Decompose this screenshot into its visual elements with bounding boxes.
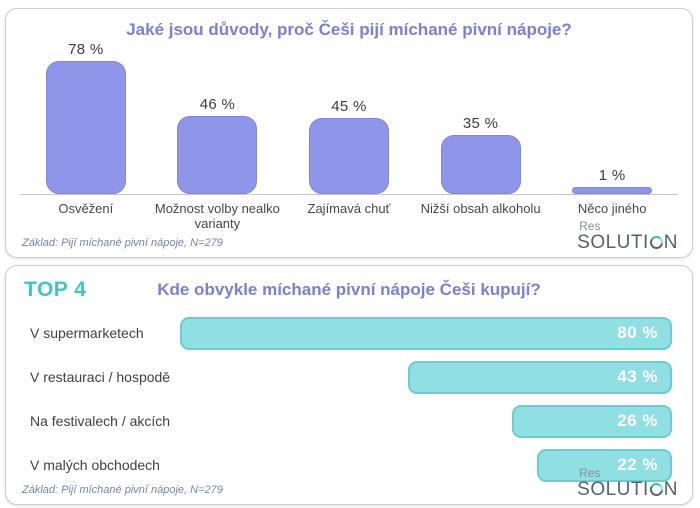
- row-label: V malých obchodech: [30, 457, 160, 473]
- bar-osvezeni: [45, 61, 126, 194]
- bar-column: 45 %: [283, 97, 415, 194]
- bar-restaurace: 43 %: [407, 360, 672, 394]
- brand-o-ring-icon: [649, 236, 663, 249]
- bar-moznost-volby: [177, 115, 258, 194]
- value-label: 45 %: [331, 97, 367, 115]
- bar-track: 22 %: [180, 448, 672, 482]
- value-label: 1 %: [598, 167, 626, 184]
- row-label: V supermarketech: [30, 325, 144, 341]
- bar-row: V malých obchodech 22 %: [30, 443, 672, 487]
- bar-zajimava-chut: [308, 117, 389, 194]
- bar-festivaly: 26 %: [512, 404, 672, 438]
- value-label: 35 %: [462, 114, 499, 132]
- value-label: 43 %: [617, 367, 658, 386]
- bar-nizsi-obsah: [440, 134, 521, 194]
- brand-solution-text: SOLUTI N: [577, 479, 678, 500]
- purchase-chart-title: Kde obvykle míchané pivní nápoje Češi ku…: [157, 280, 541, 299]
- brand-solution-prefix: SOLUTI: [577, 479, 649, 500]
- bar-track: 43 %: [180, 360, 672, 394]
- category-label: Zajímavá chuť: [307, 201, 391, 216]
- brand-solution-prefix: SOLUTI: [577, 232, 649, 253]
- basis-note: Základ: Pijí míchané pivní nápoje, N=279: [22, 237, 223, 249]
- bar-column: 46 %: [152, 96, 284, 194]
- category-label: Možnost volby nealko varianty: [154, 201, 280, 232]
- value-label: 80 %: [617, 323, 658, 342]
- purchase-chart-header: TOP 4 Kde obvykle míchané pivní nápoje Č…: [6, 277, 692, 307]
- category-axis: Osvěžení Možnost volby nealko varianty Z…: [20, 195, 678, 232]
- brand-logo: Res SOLUTI N: [577, 220, 678, 252]
- value-label: 22 %: [617, 455, 658, 474]
- category-label: Osvěžení: [58, 201, 114, 216]
- brand-solution-suffix: N: [663, 232, 678, 253]
- bar-column: 1 %: [546, 167, 678, 194]
- brand-solution-suffix: N: [663, 479, 678, 500]
- bar-row: Na festivalech / akcích 26 %: [30, 399, 672, 443]
- bar-male-obchody: 22 %: [536, 448, 672, 482]
- purchase-bar-chart: V supermarketech 80 % V restauraci / hos…: [30, 311, 672, 487]
- panel-purchase-chart: TOP 4 Kde obvykle míchané pivní nápoje Č…: [5, 265, 693, 505]
- top4-badge: TOP 4: [24, 278, 87, 301]
- basis-note: Základ: Pijí míchané pivní nápoje, N=279: [22, 484, 223, 496]
- row-label: Na festivalech / akcích: [30, 413, 171, 429]
- bar-track: 26 %: [180, 404, 672, 438]
- reasons-bar-chart: 78 % 46 % 45 % 35 % 1 %: [20, 41, 678, 195]
- value-label: 26 %: [617, 411, 658, 430]
- bar-column: 78 %: [20, 41, 152, 194]
- brand-res-text: Res: [579, 219, 601, 233]
- reasons-chart-title: Jaké jsou důvody, proč Češi pijí míchané…: [126, 20, 572, 39]
- category-label: Něco jiného: [577, 201, 647, 216]
- value-label: 46 %: [199, 95, 236, 113]
- bar-track: 80 %: [180, 316, 672, 350]
- panel-reasons-chart: Jaké jsou důvody, proč Češi pijí míchané…: [5, 8, 693, 258]
- category-label: Nižší obsah alkoholu: [420, 201, 541, 216]
- bar-supermarkety: 80 %: [180, 316, 672, 350]
- bar-column: 35 %: [415, 114, 547, 194]
- row-label: V restauraci / hospodě: [30, 369, 171, 385]
- bar-neco-jineho: [572, 187, 653, 194]
- bar-row: V restauraci / hospodě 43 %: [30, 355, 672, 399]
- brand-logo: Res SOLUTI N: [577, 467, 678, 499]
- bar-row: V supermarketech 80 %: [30, 311, 672, 355]
- brand-o-ring-icon: [649, 483, 663, 496]
- brand-solution-text: SOLUTI N: [577, 232, 678, 253]
- value-label: 78 %: [68, 41, 104, 59]
- brand-res-text: Res: [579, 466, 601, 480]
